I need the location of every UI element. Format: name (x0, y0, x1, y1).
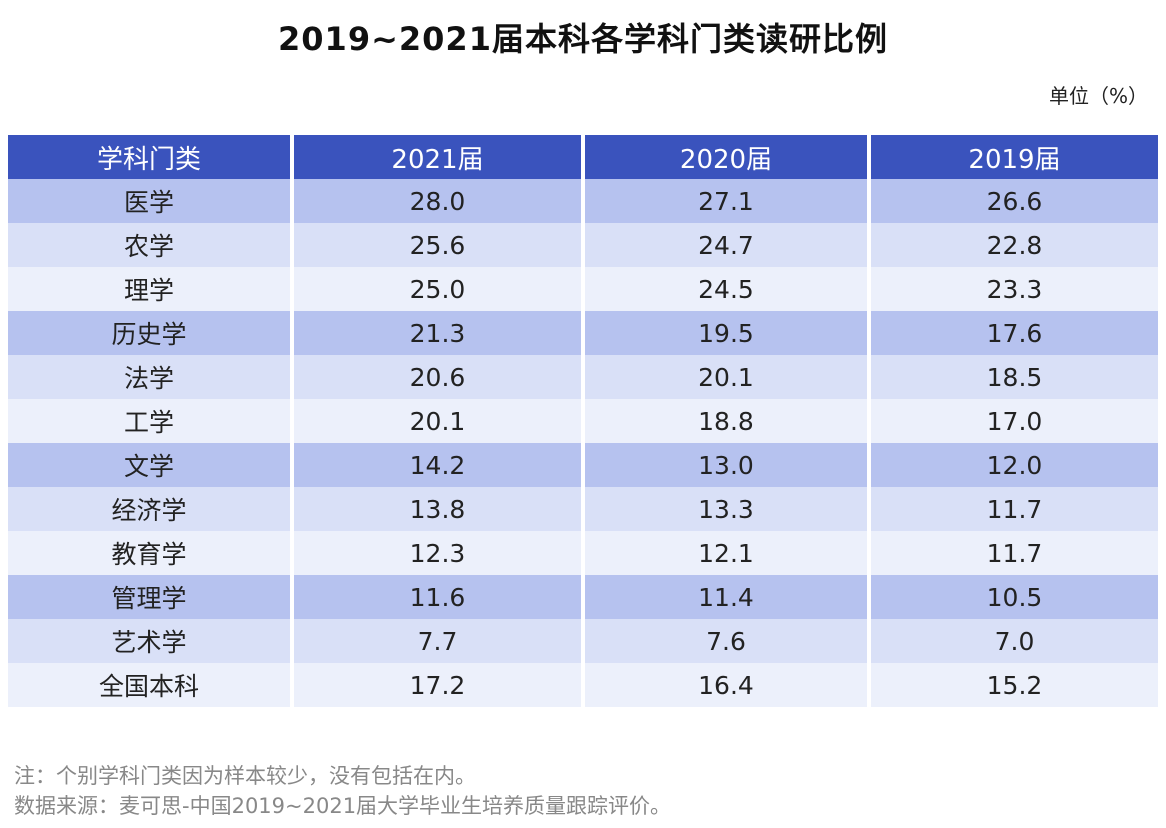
value-cell: 13.0 (585, 443, 871, 487)
value-cell: 19.5 (585, 311, 871, 355)
table-row: 文学 14.2 13.0 12.0 (8, 443, 1158, 487)
value-cell: 27.1 (585, 179, 871, 223)
table-row: 全国本科 17.2 16.4 15.2 (8, 663, 1158, 707)
table-row: 教育学 12.3 12.1 11.7 (8, 531, 1158, 575)
category-cell: 经济学 (8, 487, 294, 531)
category-cell: 医学 (8, 179, 294, 223)
value-cell: 12.0 (871, 443, 1158, 487)
value-cell: 26.6 (871, 179, 1158, 223)
table-row: 管理学 11.6 11.4 10.5 (8, 575, 1158, 619)
value-cell: 7.0 (871, 619, 1158, 663)
value-cell: 22.8 (871, 223, 1158, 267)
category-cell: 管理学 (8, 575, 294, 619)
category-cell: 全国本科 (8, 663, 294, 707)
table-header-row: 学科门类 2021届 2020届 2019届 (8, 135, 1158, 179)
category-cell: 教育学 (8, 531, 294, 575)
value-cell: 11.4 (585, 575, 871, 619)
header-2021: 2021届 (294, 135, 585, 179)
value-cell: 11.6 (294, 575, 585, 619)
source-note: 数据来源：麦可思-中国2019~2021届大学毕业生培养质量跟踪评价。 (14, 794, 672, 818)
header-2020: 2020届 (585, 135, 871, 179)
value-cell: 28.0 (294, 179, 585, 223)
header-category: 学科门类 (8, 135, 294, 179)
table-body: 医学 28.0 27.1 26.6 农学 25.6 24.7 22.8 理学 25.0 24.5 23… (8, 179, 1158, 707)
value-cell: 17.0 (871, 399, 1158, 443)
value-cell: 21.3 (294, 311, 585, 355)
value-cell: 17.6 (871, 311, 1158, 355)
value-cell: 14.2 (294, 443, 585, 487)
table-row: 艺术学 7.7 7.6 7.0 (8, 619, 1158, 663)
table-row: 经济学 13.8 13.3 11.7 (8, 487, 1158, 531)
table-row: 农学 25.6 24.7 22.8 (8, 223, 1158, 267)
category-cell: 理学 (8, 267, 294, 311)
value-cell: 10.5 (871, 575, 1158, 619)
data-table: 学科门类 2021届 2020届 2019届 医学 28.0 27.1 26.6 农学 2… (8, 135, 1158, 707)
value-cell: 18.8 (585, 399, 871, 443)
value-cell: 20.6 (294, 355, 585, 399)
table-row: 法学 20.6 20.1 18.5 (8, 355, 1158, 399)
value-cell: 23.3 (871, 267, 1158, 311)
category-cell: 艺术学 (8, 619, 294, 663)
table-row: 医学 28.0 27.1 26.6 (8, 179, 1158, 223)
footnote: 注：个别学科门类因为样本较少，没有包括在内。 (14, 764, 476, 788)
value-cell: 7.6 (585, 619, 871, 663)
value-cell: 11.7 (871, 531, 1158, 575)
value-cell: 12.3 (294, 531, 585, 575)
value-cell: 15.2 (871, 663, 1158, 707)
category-cell: 工学 (8, 399, 294, 443)
table-row: 理学 25.0 24.5 23.3 (8, 267, 1158, 311)
category-cell: 法学 (8, 355, 294, 399)
category-cell: 文学 (8, 443, 294, 487)
table-row: 工学 20.1 18.8 17.0 (8, 399, 1158, 443)
value-cell: 25.6 (294, 223, 585, 267)
category-cell: 农学 (8, 223, 294, 267)
value-cell: 7.7 (294, 619, 585, 663)
value-cell: 17.2 (294, 663, 585, 707)
header-2019: 2019届 (871, 135, 1158, 179)
value-cell: 13.3 (585, 487, 871, 531)
value-cell: 12.1 (585, 531, 871, 575)
value-cell: 16.4 (585, 663, 871, 707)
category-cell: 历史学 (8, 311, 294, 355)
value-cell: 11.7 (871, 487, 1158, 531)
unit-label: 单位（%） (1048, 84, 1148, 108)
value-cell: 24.5 (585, 267, 871, 311)
value-cell: 18.5 (871, 355, 1158, 399)
value-cell: 24.7 (585, 223, 871, 267)
chart-title: 2019~2021届本科各学科门类读研比例 (278, 20, 888, 58)
value-cell: 25.0 (294, 267, 585, 311)
value-cell: 20.1 (585, 355, 871, 399)
value-cell: 20.1 (294, 399, 585, 443)
value-cell: 13.8 (294, 487, 585, 531)
table-row: 历史学 21.3 19.5 17.6 (8, 311, 1158, 355)
